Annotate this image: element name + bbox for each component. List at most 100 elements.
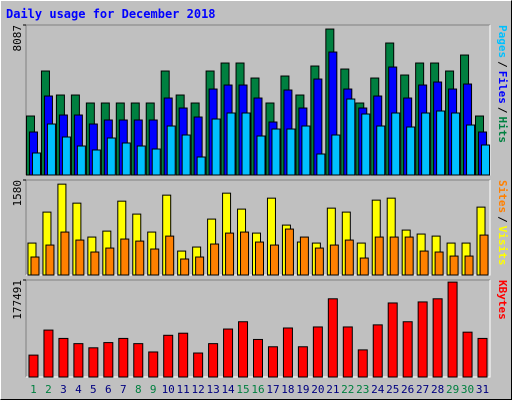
bar bbox=[255, 241, 264, 276]
bar bbox=[31, 152, 41, 176]
bar bbox=[180, 258, 190, 276]
bar bbox=[165, 235, 175, 276]
x-tick-label: 10 bbox=[162, 383, 175, 396]
bar bbox=[225, 232, 235, 276]
legend-entry: KBytes bbox=[496, 280, 509, 320]
bar bbox=[88, 347, 99, 378]
x-tick-label: 20 bbox=[311, 383, 324, 396]
bar bbox=[299, 236, 309, 276]
bar bbox=[148, 351, 159, 378]
x-tick-label: 7 bbox=[120, 383, 127, 396]
bar bbox=[342, 326, 353, 378]
chart-title: Daily usage for December 2018 bbox=[6, 7, 216, 21]
bar bbox=[466, 124, 476, 176]
x-tick-label: 14 bbox=[221, 383, 235, 396]
bar bbox=[372, 324, 383, 378]
bar bbox=[316, 153, 326, 176]
bar bbox=[195, 256, 205, 276]
bar bbox=[28, 354, 39, 378]
bar bbox=[73, 343, 84, 378]
y-tick-label: 177491 bbox=[11, 280, 24, 320]
y-tick-label: 8087 bbox=[11, 25, 24, 52]
bar bbox=[133, 343, 144, 378]
bar bbox=[223, 328, 234, 378]
x-tick-label: 29 bbox=[446, 383, 459, 396]
bar bbox=[91, 149, 101, 176]
x-tick-label: 2 bbox=[45, 383, 52, 396]
bar bbox=[374, 236, 384, 276]
bar bbox=[256, 135, 266, 176]
bar bbox=[419, 250, 429, 276]
bar bbox=[30, 256, 40, 276]
bar bbox=[241, 112, 251, 176]
bar bbox=[477, 337, 488, 378]
bar bbox=[90, 251, 100, 276]
bar bbox=[163, 334, 174, 378]
bar bbox=[451, 112, 461, 176]
bar bbox=[196, 156, 206, 176]
bar bbox=[344, 239, 354, 276]
bar bbox=[406, 126, 416, 176]
bar bbox=[75, 239, 85, 276]
bar bbox=[417, 301, 428, 378]
bar bbox=[481, 144, 491, 176]
x-tick-label: 26 bbox=[401, 383, 414, 396]
bar bbox=[46, 123, 56, 176]
bar bbox=[211, 118, 221, 176]
y-tick-label: 1580 bbox=[11, 180, 24, 207]
x-tick-label: 31 bbox=[476, 383, 489, 396]
bar bbox=[359, 257, 369, 276]
x-tick-label: 17 bbox=[266, 383, 279, 396]
legend-entry: Visits bbox=[496, 226, 509, 266]
x-tick-label: 19 bbox=[296, 383, 309, 396]
x-tick-label: 9 bbox=[150, 383, 157, 396]
bar bbox=[193, 352, 204, 378]
bar bbox=[61, 136, 71, 176]
bar bbox=[181, 134, 191, 176]
bar bbox=[226, 112, 236, 176]
bar bbox=[45, 244, 55, 276]
bar bbox=[106, 137, 116, 176]
x-tick-label: 3 bbox=[60, 383, 67, 396]
bar bbox=[253, 338, 263, 378]
bar bbox=[421, 112, 431, 176]
bar bbox=[58, 337, 69, 378]
x-tick-label: 15 bbox=[236, 383, 249, 396]
bar bbox=[286, 128, 296, 176]
x-tick-label: 22 bbox=[341, 383, 354, 396]
x-tick-label: 28 bbox=[431, 383, 444, 396]
x-tick-label: 30 bbox=[461, 383, 474, 396]
x-tick-label: 21 bbox=[326, 383, 339, 396]
bar bbox=[297, 346, 308, 378]
bar bbox=[135, 240, 145, 276]
bar bbox=[282, 327, 293, 378]
bar bbox=[103, 342, 114, 378]
bar bbox=[120, 238, 130, 276]
x-tick-label: 13 bbox=[206, 383, 219, 396]
bar bbox=[60, 231, 70, 276]
bar bbox=[151, 148, 161, 176]
legend-entry: Pages bbox=[496, 25, 509, 58]
bar bbox=[346, 98, 356, 176]
bar bbox=[238, 321, 249, 378]
bar bbox=[327, 298, 338, 378]
x-tick-label: 23 bbox=[356, 383, 369, 396]
bar bbox=[376, 125, 386, 176]
bar bbox=[136, 145, 146, 176]
bar bbox=[432, 298, 443, 378]
legend-entry: Hits bbox=[496, 117, 509, 144]
bar bbox=[240, 231, 250, 276]
bar bbox=[391, 112, 401, 176]
bar bbox=[210, 243, 220, 276]
bar bbox=[43, 329, 54, 378]
bar bbox=[118, 337, 129, 378]
bar bbox=[271, 128, 281, 176]
x-tick-label: 27 bbox=[416, 383, 429, 396]
bar bbox=[449, 255, 459, 276]
bar bbox=[105, 247, 115, 276]
bar bbox=[166, 125, 176, 176]
bar bbox=[447, 281, 458, 378]
x-tick-label: 8 bbox=[135, 383, 142, 396]
